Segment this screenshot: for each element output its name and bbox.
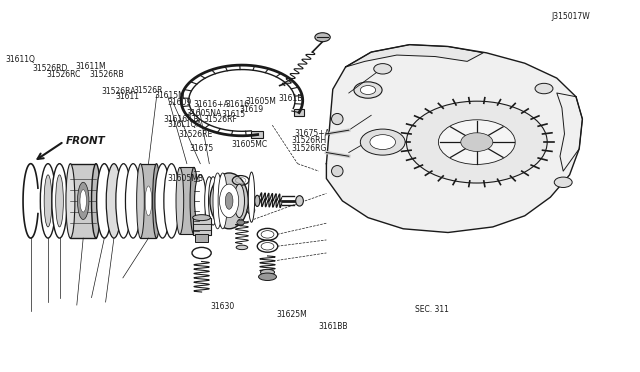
Ellipse shape xyxy=(56,175,63,227)
Text: 31675: 31675 xyxy=(189,144,214,153)
Bar xyxy=(252,131,263,138)
Circle shape xyxy=(370,135,396,150)
Ellipse shape xyxy=(332,166,343,177)
Ellipse shape xyxy=(106,164,122,238)
Circle shape xyxy=(360,129,405,155)
Ellipse shape xyxy=(259,273,276,280)
Ellipse shape xyxy=(80,190,86,212)
Ellipse shape xyxy=(137,164,145,238)
Bar xyxy=(70,164,96,238)
Text: SEC. 311: SEC. 311 xyxy=(415,305,449,314)
Ellipse shape xyxy=(255,195,260,206)
Text: 31605M: 31605M xyxy=(246,97,276,106)
Text: 31526RB: 31526RB xyxy=(90,70,124,79)
Text: 31526RC: 31526RC xyxy=(46,70,81,79)
Text: 31611M: 31611M xyxy=(76,62,106,71)
Ellipse shape xyxy=(260,269,275,275)
Ellipse shape xyxy=(210,173,248,229)
Ellipse shape xyxy=(92,164,100,238)
Ellipse shape xyxy=(155,164,170,238)
Bar xyxy=(193,218,211,235)
Text: 31625M: 31625M xyxy=(276,310,307,319)
Circle shape xyxy=(535,83,553,94)
Ellipse shape xyxy=(195,175,206,227)
Polygon shape xyxy=(346,45,483,67)
Text: 31526R: 31526R xyxy=(133,86,163,94)
Ellipse shape xyxy=(234,184,244,218)
Ellipse shape xyxy=(176,167,184,234)
Text: 316L1QA: 316L1QA xyxy=(168,120,202,129)
Circle shape xyxy=(374,64,392,74)
Ellipse shape xyxy=(213,173,222,229)
Circle shape xyxy=(237,220,244,225)
Ellipse shape xyxy=(236,245,248,250)
Circle shape xyxy=(461,133,493,151)
Text: 31526RH: 31526RH xyxy=(292,136,327,145)
Text: 31616+B: 31616+B xyxy=(163,115,199,124)
Polygon shape xyxy=(326,45,582,232)
Text: 31619: 31619 xyxy=(239,105,264,114)
Ellipse shape xyxy=(220,184,239,218)
Ellipse shape xyxy=(44,175,52,227)
Text: 31526RF: 31526RF xyxy=(204,115,237,124)
Ellipse shape xyxy=(248,172,255,222)
Ellipse shape xyxy=(77,182,89,219)
Circle shape xyxy=(554,177,572,187)
Text: 31526RD: 31526RD xyxy=(32,64,67,73)
Ellipse shape xyxy=(66,164,75,238)
Ellipse shape xyxy=(164,164,179,238)
Ellipse shape xyxy=(125,164,141,238)
Text: 31611Q: 31611Q xyxy=(5,55,35,64)
Text: 31675+A: 31675+A xyxy=(294,129,330,138)
Ellipse shape xyxy=(237,219,244,226)
Circle shape xyxy=(315,33,330,42)
Text: 31605MC: 31605MC xyxy=(232,140,268,149)
Bar xyxy=(141,164,156,238)
Ellipse shape xyxy=(190,167,198,234)
Ellipse shape xyxy=(52,164,67,238)
Text: 3161BB: 3161BB xyxy=(319,322,348,331)
Circle shape xyxy=(438,120,515,164)
Text: 3161B: 3161B xyxy=(278,94,303,103)
Text: 31615M: 31615M xyxy=(155,92,186,100)
Text: 31616: 31616 xyxy=(225,100,250,109)
Circle shape xyxy=(354,82,382,98)
Text: 31526RE: 31526RE xyxy=(178,130,212,139)
Ellipse shape xyxy=(332,113,343,125)
Text: J315017W: J315017W xyxy=(552,12,591,21)
Ellipse shape xyxy=(205,177,214,225)
Ellipse shape xyxy=(296,196,303,206)
Bar xyxy=(294,109,304,116)
Text: 31605NA: 31605NA xyxy=(187,109,222,118)
Ellipse shape xyxy=(40,164,56,238)
Ellipse shape xyxy=(218,173,227,229)
Text: FRONT: FRONT xyxy=(66,137,106,146)
Bar xyxy=(180,167,194,234)
Ellipse shape xyxy=(225,193,233,209)
Bar xyxy=(195,234,208,242)
Text: 31616+A: 31616+A xyxy=(193,100,229,109)
Text: 31615: 31615 xyxy=(221,110,246,119)
Circle shape xyxy=(406,101,547,183)
Text: 31526RA: 31526RA xyxy=(101,87,136,96)
Text: 31611: 31611 xyxy=(115,92,140,101)
Ellipse shape xyxy=(193,215,211,221)
Text: 31609: 31609 xyxy=(168,98,192,107)
Text: 31630: 31630 xyxy=(210,302,234,311)
Ellipse shape xyxy=(116,164,131,238)
Ellipse shape xyxy=(145,186,152,216)
Text: 31605MB: 31605MB xyxy=(168,174,204,183)
Text: 31526RG: 31526RG xyxy=(292,144,327,153)
Ellipse shape xyxy=(97,164,112,238)
Ellipse shape xyxy=(247,206,255,214)
Ellipse shape xyxy=(153,164,161,238)
Circle shape xyxy=(360,86,376,94)
Ellipse shape xyxy=(209,177,218,225)
